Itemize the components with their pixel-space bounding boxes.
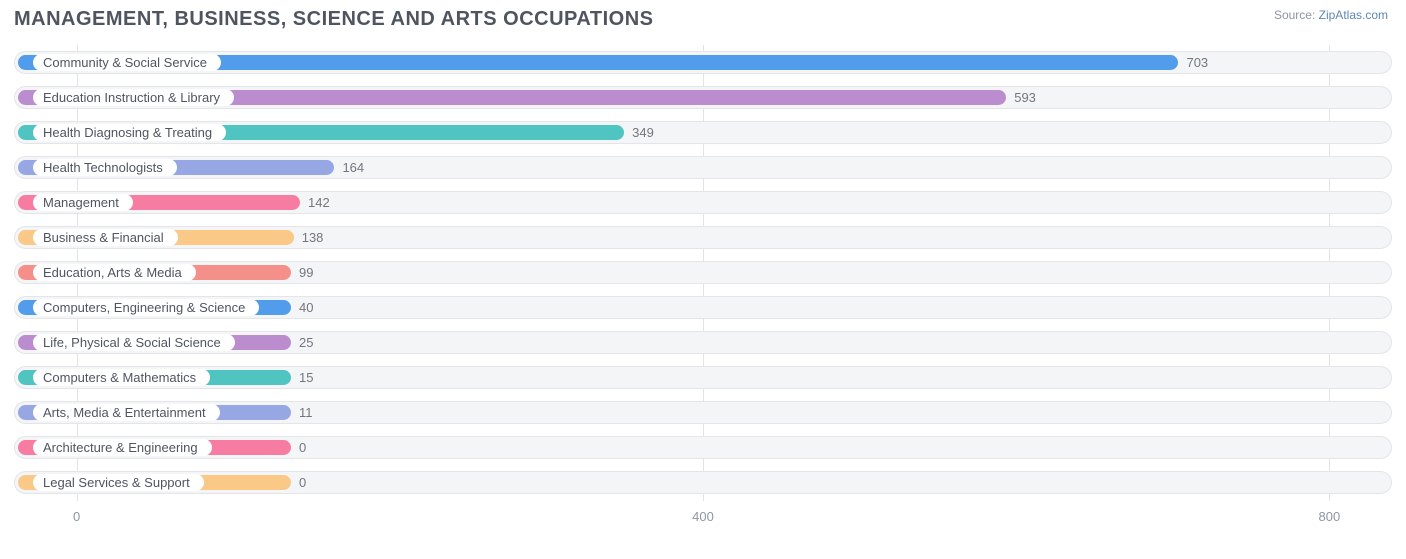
x-tick-label: 0 (73, 509, 80, 524)
bar-track: Community & Social Service 703 (14, 51, 1392, 74)
bar-label: Computers & Mathematics (33, 369, 210, 386)
bar-label: Business & Financial (33, 229, 178, 246)
bar-track: Legal Services & Support 0 (14, 471, 1392, 494)
bar-value: 25 (291, 332, 313, 353)
bar-track: Business & Financial 138 (14, 226, 1392, 249)
bar-row: Legal Services & Support 0 (14, 465, 1392, 500)
bar-track: Health Diagnosing & Treating 349 (14, 121, 1392, 144)
bar-label: Health Technologists (33, 159, 177, 176)
bar-label: Arts, Media & Entertainment (33, 404, 220, 421)
bar-row: Computers & Mathematics 15 (14, 360, 1392, 395)
bar-value: 164 (334, 157, 364, 178)
bar-value: 40 (291, 297, 313, 318)
bar-value: 11 (291, 402, 313, 423)
source-prefix: Source: (1274, 8, 1319, 22)
bar-value: 0 (291, 472, 306, 493)
chart-header: MANAGEMENT, BUSINESS, SCIENCE AND ARTS O… (0, 0, 1406, 35)
bar-row: Business & Financial 138 (14, 220, 1392, 255)
bar-track: Computers & Mathematics 15 (14, 366, 1392, 389)
bar-row: Life, Physical & Social Science 25 (14, 325, 1392, 360)
x-tick-label: 800 (1319, 509, 1341, 524)
bar-row: Education Instruction & Library 593 (14, 80, 1392, 115)
bar-label: Computers, Engineering & Science (33, 299, 259, 316)
bar-row: Architecture & Engineering 0 (14, 430, 1392, 465)
bar-row: Education, Arts & Media 99 (14, 255, 1392, 290)
bar-value: 15 (291, 367, 313, 388)
bar-label: Education Instruction & Library (33, 89, 234, 106)
bar-value: 349 (624, 122, 654, 143)
bar-value: 138 (294, 227, 324, 248)
bar-track: Management 142 (14, 191, 1392, 214)
bar-row: Arts, Media & Entertainment 11 (14, 395, 1392, 430)
bar-row: Management 142 (14, 185, 1392, 220)
plot-area: Community & Social Service 703 Education I… (14, 45, 1392, 501)
bar-label: Architecture & Engineering (33, 439, 212, 456)
source-link[interactable]: ZipAtlas.com (1319, 8, 1388, 22)
bar-value: 0 (291, 437, 306, 458)
bar-value: 99 (291, 262, 313, 283)
bar-track: Life, Physical & Social Science 25 (14, 331, 1392, 354)
bar-row: Health Diagnosing & Treating 349 (14, 115, 1392, 150)
bar-track: Computers, Engineering & Science 40 (14, 296, 1392, 319)
bar-track: Education Instruction & Library 593 (14, 86, 1392, 109)
bar-track: Health Technologists 164 (14, 156, 1392, 179)
bar-label: Management (33, 194, 133, 211)
bar-label: Legal Services & Support (33, 474, 204, 491)
bar-track: Arts, Media & Entertainment 11 (14, 401, 1392, 424)
bar-value: 593 (1006, 87, 1036, 108)
bar-chart: Community & Social Service 703 Education I… (14, 35, 1392, 533)
chart-title: MANAGEMENT, BUSINESS, SCIENCE AND ARTS O… (14, 8, 653, 31)
bar-row: Health Technologists 164 (14, 150, 1392, 185)
bar-value: 142 (300, 192, 330, 213)
x-axis: 0 400 800 (14, 503, 1392, 533)
bar-track: Architecture & Engineering 0 (14, 436, 1392, 459)
bar-label: Education, Arts & Media (33, 264, 196, 281)
x-tick-label: 400 (692, 509, 714, 524)
bar-label: Health Diagnosing & Treating (33, 124, 226, 141)
bar-row: Community & Social Service 703 (14, 45, 1392, 80)
bar-row: Computers, Engineering & Science 40 (14, 290, 1392, 325)
source-attribution: Source: ZipAtlas.com (1274, 8, 1388, 22)
bar-label: Community & Social Service (33, 54, 221, 71)
bar-value: 703 (1178, 52, 1208, 73)
bar-track: Education, Arts & Media 99 (14, 261, 1392, 284)
bar-label: Life, Physical & Social Science (33, 334, 235, 351)
